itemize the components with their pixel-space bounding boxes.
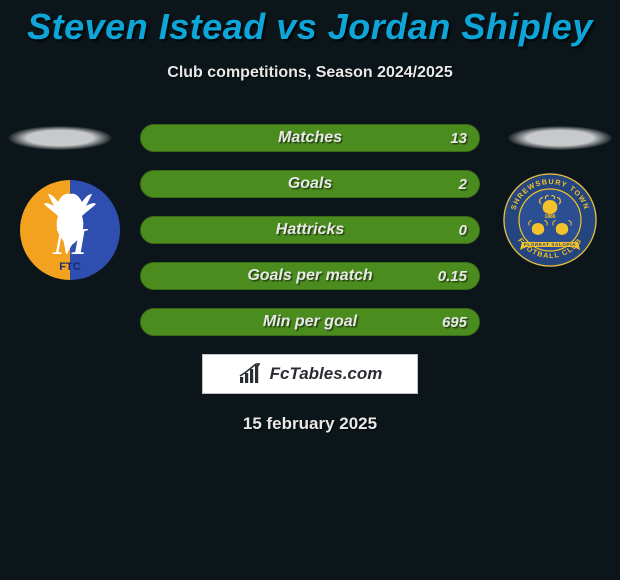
- stat-row: Goals per match 0.15: [140, 262, 480, 290]
- stat-value-right: 695: [442, 314, 467, 331]
- stat-value-right: 2: [459, 176, 467, 193]
- stat-label: Goals: [288, 175, 332, 193]
- stat-row: Goals 2: [140, 170, 480, 198]
- left-club-badge: M FTC: [20, 180, 120, 280]
- brand-box: FcTables.com: [202, 354, 418, 394]
- page-title: Steven Istead vs Jordan Shipley: [0, 0, 620, 48]
- subtitle: Club competitions, Season 2024/2025: [0, 64, 620, 82]
- svg-text:M: M: [52, 221, 88, 263]
- brand-text: FcTables.com: [270, 364, 383, 384]
- stat-value-right: 0: [459, 222, 467, 239]
- right-avatar-placeholder: [508, 126, 612, 150]
- stat-label: Min per goal: [263, 313, 357, 331]
- stat-label: Goals per match: [247, 267, 372, 285]
- stat-value-right: 0.15: [438, 268, 467, 285]
- right-club-badge: SHREWSBURY TOWN FOOTBALL CLUB 1886 FLORE: [500, 170, 600, 270]
- svg-text:FTC: FTC: [59, 261, 80, 273]
- left-avatar-placeholder: [8, 126, 112, 150]
- stats-container: Matches 13 Goals 2 Hattricks 0 Goals per match…: [140, 124, 480, 336]
- stat-label: Matches: [278, 129, 342, 147]
- stat-row: Matches 13: [140, 124, 480, 152]
- stat-row: Min per goal 695: [140, 308, 480, 336]
- svg-text:1886: 1886: [544, 214, 555, 220]
- stat-label: Hattricks: [276, 221, 344, 239]
- stat-row: Hattricks 0: [140, 216, 480, 244]
- date: 15 february 2025: [0, 414, 620, 434]
- stat-value-right: 13: [450, 130, 467, 147]
- svg-text:FLOREAT SALOPIA: FLOREAT SALOPIA: [524, 242, 576, 247]
- bar-chart-icon: [238, 363, 264, 385]
